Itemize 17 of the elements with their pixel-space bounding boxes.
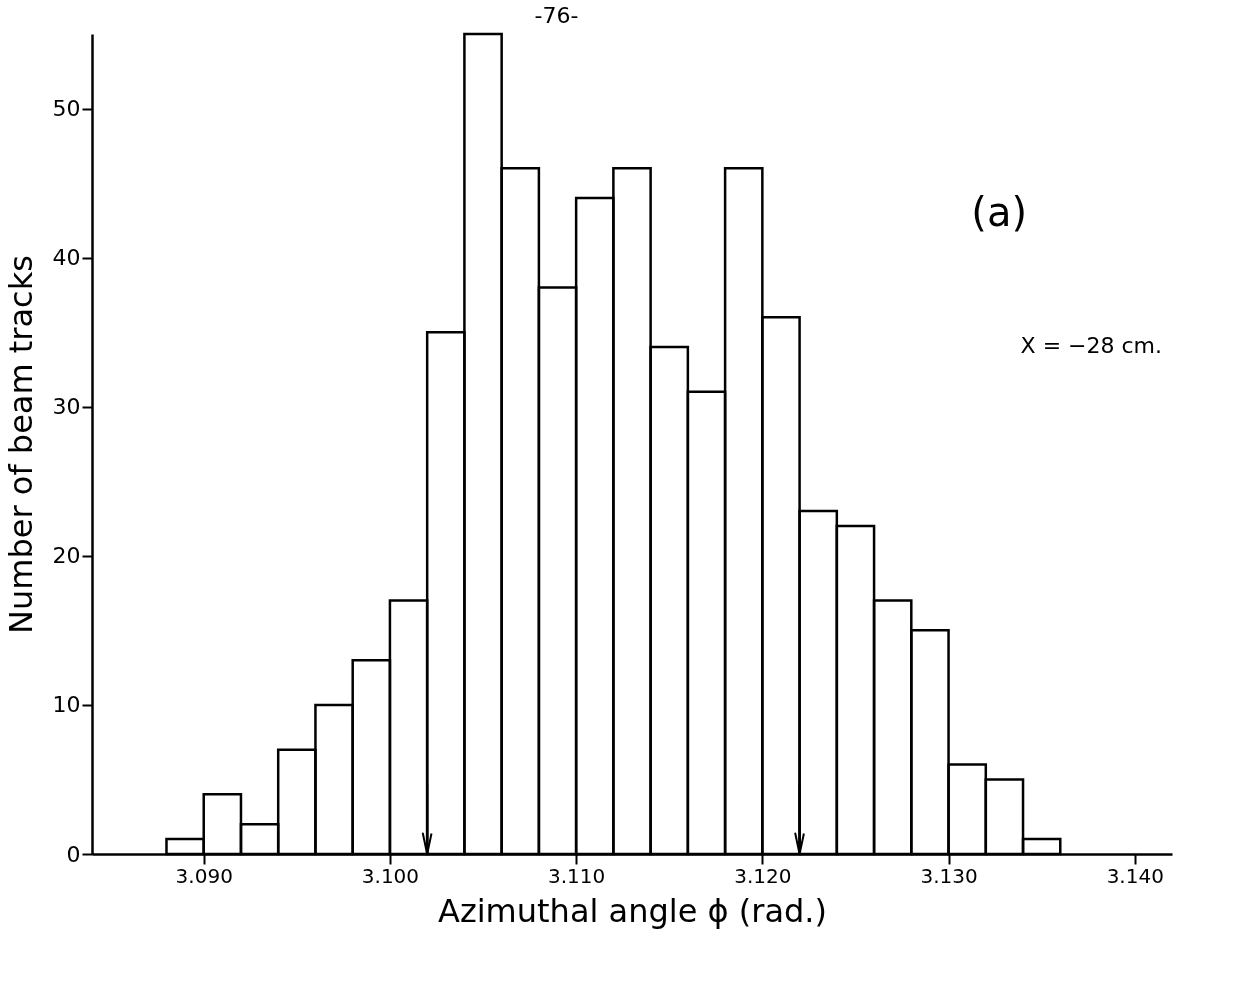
- y-tick-label: 10: [52, 692, 81, 718]
- x-tick-label: 3.110: [548, 863, 606, 888]
- y-tick-label: 40: [52, 245, 81, 271]
- y-tick-label: 0: [66, 841, 81, 867]
- x-tick-label: 3.120: [734, 863, 792, 888]
- y-tick-label: 20: [52, 543, 81, 569]
- x-axis-title: Azimuthal angle ϕ (rad.): [438, 891, 827, 930]
- y-axis-title: Number of beam tracks: [1, 255, 40, 634]
- x-tick-label: 3.100: [361, 863, 420, 888]
- y-tick-label: 50: [52, 96, 81, 122]
- x-tick-label: 3.090: [175, 863, 233, 888]
- annotation: X = −28 cm.: [1020, 332, 1162, 358]
- y-tick-label: 30: [52, 394, 81, 420]
- x-tick-label: 3.130: [920, 863, 978, 888]
- text: -76-: [534, 3, 579, 28]
- x-tick-label: 3.140: [1106, 863, 1164, 888]
- annotation: (a): [971, 189, 1028, 236]
